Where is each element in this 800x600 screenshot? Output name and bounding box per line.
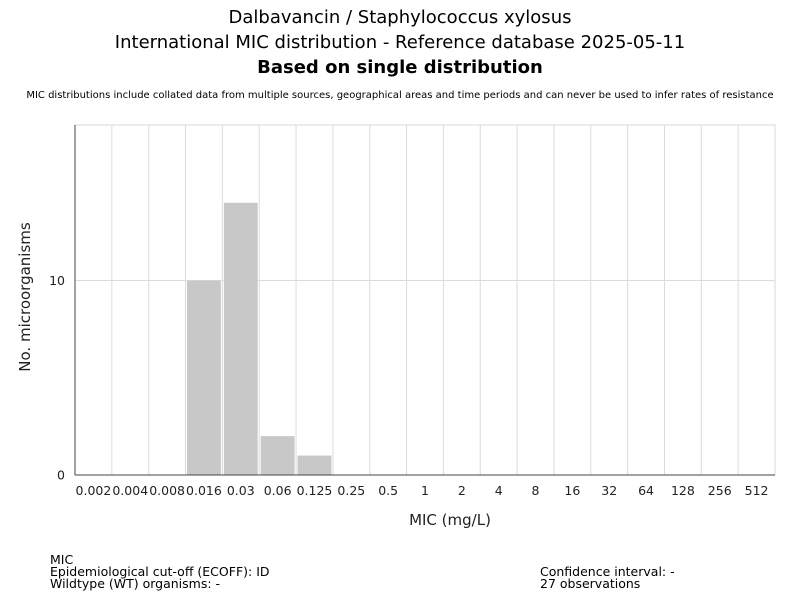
footer-info: MIC Epidemiological cut-off (ECOFF): ID … — [50, 552, 270, 591]
x-tick-label: 512 — [745, 483, 769, 498]
x-tick-label: 0.004 — [112, 483, 148, 498]
x-tick-label: 128 — [671, 483, 695, 498]
x-tick-label: 0.06 — [264, 483, 292, 498]
footer-mic: MIC — [50, 552, 74, 567]
y-tick-label: 0 — [57, 468, 65, 483]
x-tick-label: 0.03 — [227, 483, 255, 498]
chart-title: Dalbavancin / Staphylococcus xylosus — [228, 7, 572, 28]
footer-observations: 27 observations — [540, 576, 641, 591]
y-tick-label: 10 — [49, 273, 65, 288]
x-tick-label: 2 — [458, 483, 466, 498]
footer-ecoff: Epidemiological cut-off (ECOFF): ID — [50, 564, 270, 579]
x-tick-label: 0.002 — [76, 483, 112, 498]
plot-frame — [74, 124, 776, 476]
x-tick-label: 0.016 — [186, 483, 222, 498]
x-tick-label: 0.125 — [297, 483, 333, 498]
x-axis-label: MIC (mg/L) — [409, 511, 491, 529]
x-tick-label: 16 — [564, 483, 580, 498]
disclaimer-note: MIC distributions include collated data … — [26, 90, 774, 101]
x-tick-label: 0.25 — [337, 483, 365, 498]
x-tick-label: 0.008 — [149, 483, 185, 498]
bar-0.06 — [260, 436, 295, 475]
x-tick-label: 64 — [638, 483, 654, 498]
bar-0.016 — [187, 280, 221, 475]
bar-0.125 — [297, 455, 332, 475]
footer-confidence-interval: Confidence interval: - — [540, 564, 675, 579]
x-tick-label: 256 — [708, 483, 732, 498]
chart-subtitle-bold: Based on single distribution — [257, 57, 543, 78]
footer-wildtype: Wildtype (WT) organisms: - — [50, 576, 221, 591]
x-tick-label: 1 — [421, 483, 429, 498]
x-tick-label: 8 — [532, 483, 540, 498]
x-tick-label: 4 — [495, 483, 503, 498]
bar-0.03 — [223, 202, 258, 475]
footer-stats: Confidence interval: - 27 observations — [540, 564, 675, 591]
x-tick-label: 0.5 — [378, 483, 398, 498]
y-axis-label: No. microorganisms — [16, 222, 34, 372]
chart-subtitle: International MIC distribution - Referen… — [114, 32, 686, 53]
x-tick-label: 32 — [601, 483, 617, 498]
